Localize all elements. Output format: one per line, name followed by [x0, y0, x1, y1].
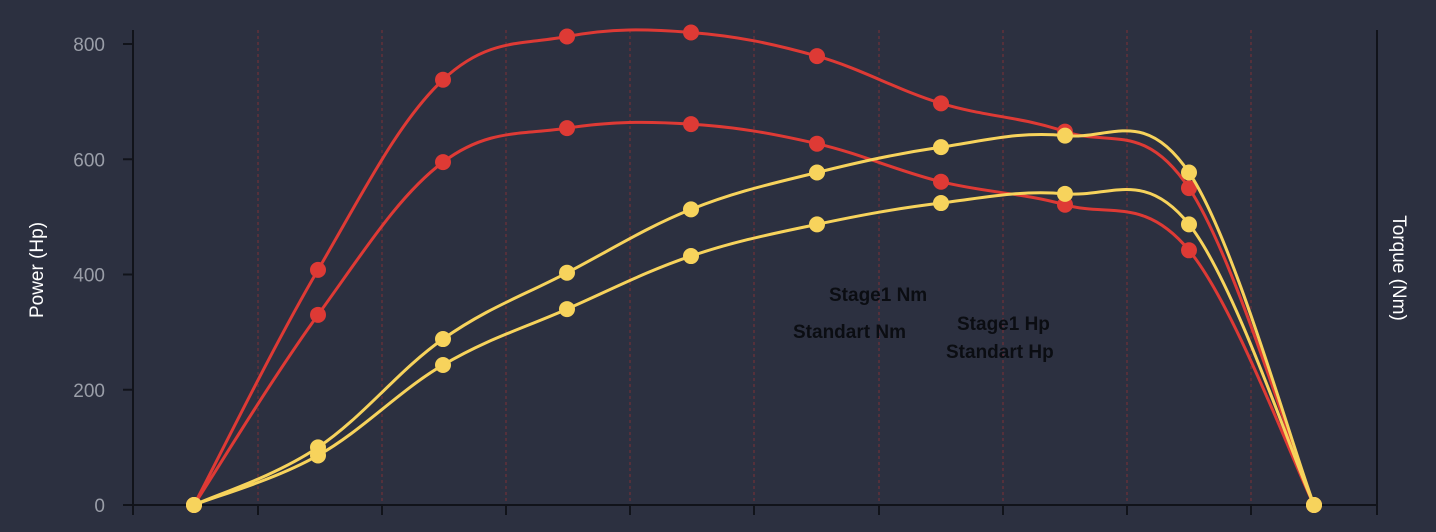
- data-point-stage1-hp: [933, 139, 949, 156]
- data-point-standart-hp: [809, 216, 825, 233]
- y-tick-label: 200: [73, 381, 105, 402]
- y-tick-label: 400: [73, 266, 105, 287]
- data-point-standart-hp: [435, 356, 451, 373]
- data-point-stage1-nm: [435, 71, 451, 88]
- series-line-stage1-hp: [193, 129, 1316, 507]
- data-point-stage1-nm: [310, 261, 326, 278]
- data-point-stage1-nm: [559, 28, 575, 45]
- data-point-standart-hp: [559, 301, 575, 318]
- data-point-standart-nm: [683, 116, 699, 133]
- y-axis-right-title: Torque (Nm): [1388, 215, 1409, 321]
- series-line-stage1-nm: [192, 28, 1316, 506]
- data-point-stage1-nm: [809, 48, 825, 65]
- data-point-standart-hp: [1306, 497, 1322, 513]
- series-labels: Stage1 Nm Standart Nm Stage1 Hp Standart…: [793, 285, 1054, 363]
- y-tick-label: 800: [73, 35, 105, 56]
- data-point-stage1-hp: [559, 264, 575, 281]
- series-line-standart-hp: [193, 188, 1316, 507]
- data-point-standart-nm: [435, 154, 451, 171]
- data-point-stage1-hp: [1181, 164, 1197, 181]
- y-axis-left-title: Power (Hp): [27, 222, 48, 318]
- data-point-standart-hp: [186, 497, 202, 513]
- series-layer: [186, 24, 1322, 513]
- grid-lines: [257, 30, 1252, 505]
- data-point-stage1-nm: [933, 95, 949, 112]
- series-label-standart-hp: Standart Hp: [946, 342, 1054, 363]
- series-label-stage1-nm: Stage1 Nm: [829, 285, 927, 306]
- data-point-stage1-hp: [1057, 127, 1073, 144]
- axes: 0 200 400 600 800: [73, 30, 1378, 517]
- data-point-standart-hp: [933, 195, 949, 212]
- data-point-stage1-hp: [809, 164, 825, 181]
- series-label-standart-nm: Standart Nm: [793, 322, 906, 343]
- data-point-standart-nm: [1181, 242, 1197, 259]
- data-point-standart-hp: [1057, 185, 1073, 202]
- data-point-standart-nm: [1057, 196, 1073, 213]
- data-point-stage1-hp: [435, 331, 451, 348]
- data-point-standart-hp: [1181, 216, 1197, 233]
- data-point-standart-nm: [933, 173, 949, 190]
- data-point-standart-nm: [310, 306, 326, 323]
- series-line-standart-nm: [192, 120, 1316, 506]
- y-tick-label: 0: [94, 496, 105, 517]
- data-point-stage1-hp: [683, 201, 699, 218]
- data-point-standart-nm: [559, 120, 575, 137]
- data-point-stage1-nm: [683, 24, 699, 41]
- data-point-stage1-nm: [1181, 180, 1197, 197]
- data-point-standart-hp: [683, 248, 699, 265]
- data-point-standart-hp: [310, 447, 326, 464]
- series-label-stage1-hp: Stage1 Hp: [957, 314, 1050, 335]
- data-point-standart-nm: [809, 135, 825, 152]
- y-tick-label: 600: [73, 150, 105, 171]
